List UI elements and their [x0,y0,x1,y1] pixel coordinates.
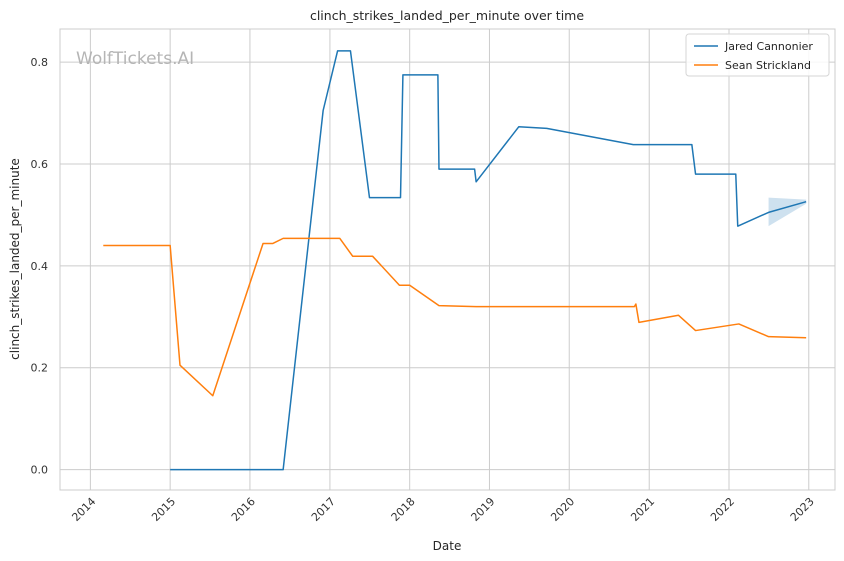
legend-box [685,33,830,77]
y-tick-label: 0.0 [31,464,49,477]
series-lines [103,50,807,471]
y-tick-label: 0.6 [31,158,49,171]
watermark-text: WolfTickets.AI [76,49,194,69]
series-1-line [103,237,807,397]
y-axis-ticks: 0.0 0.2 0.4 0.6 0.8 [31,56,49,477]
series-0-line [170,50,807,471]
plot-frame [59,28,836,491]
x-axis-label: Date [433,539,462,553]
legend: Jared Cannonier Sean Strickland [685,33,830,77]
legend-label: Sean Strickland [725,59,811,72]
y-axis-label: clinch_strikes_landed_per_minute [8,158,22,360]
legend-label: Jared Cannonier [724,40,813,53]
chart-title: clinch_strikes_landed_per_minute over ti… [310,8,584,23]
y-tick-label: 0.2 [31,362,49,375]
y-tick-label: 0.4 [31,260,49,273]
y-tick-label: 0.8 [31,56,49,69]
